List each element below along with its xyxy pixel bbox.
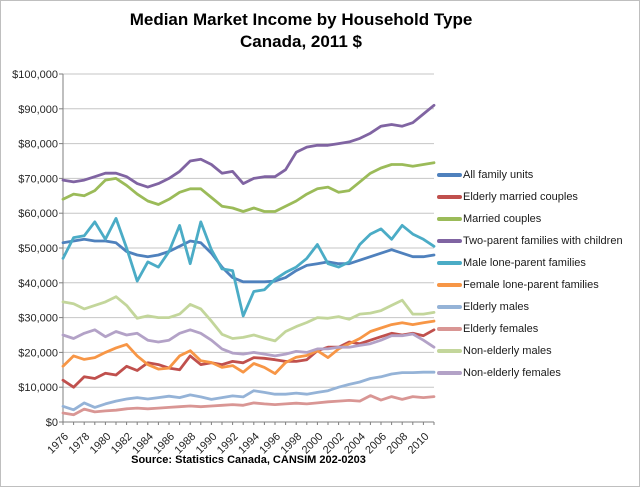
legend-swatch xyxy=(437,371,462,375)
legend-label: Elderly married couples xyxy=(463,191,578,203)
chart-title-line2: Canada, 2011 $ xyxy=(240,32,362,51)
x-axis-label: 2002 xyxy=(321,431,347,457)
x-axis-label: 1992 xyxy=(215,431,241,457)
chart-title: Median Market Income by Household Type C… xyxy=(1,9,601,53)
legend-swatch xyxy=(437,239,462,243)
legend-label: Non-elderly females xyxy=(463,367,561,379)
x-axis-label: 1980 xyxy=(88,431,114,457)
x-axis-label: 2008 xyxy=(385,431,411,457)
y-axis-label: $90,000 xyxy=(18,104,58,116)
legend-label: Male lone-parent families xyxy=(463,257,586,269)
legend-item: All family units xyxy=(437,164,637,186)
y-axis-label: $100,000 xyxy=(12,69,58,81)
legend-item: Non-elderly males xyxy=(437,340,637,362)
y-axis-label: $70,000 xyxy=(18,173,58,185)
legend-swatch xyxy=(437,349,462,353)
series-line xyxy=(61,237,436,284)
y-axis-label: $20,000 xyxy=(18,347,58,359)
legend-swatch xyxy=(437,305,462,309)
legend-item: Elderly males xyxy=(437,296,637,318)
y-axis-label: $40,000 xyxy=(18,278,58,290)
y-axis-label: $30,000 xyxy=(18,313,58,325)
series-line xyxy=(61,394,436,417)
x-axis-label: 2000 xyxy=(300,431,326,457)
chart-legend: All family units Elderly married couples M… xyxy=(437,164,637,384)
series-line xyxy=(61,295,436,343)
series-line xyxy=(61,216,436,318)
y-axis-label: $80,000 xyxy=(18,139,58,151)
legend-item: Married couples xyxy=(437,208,637,230)
legend-swatch xyxy=(437,327,462,331)
x-axis-label: 1994 xyxy=(236,431,262,457)
legend-item: Non-elderly females xyxy=(437,362,637,384)
x-axis-label: 2010 xyxy=(406,431,432,457)
series-line xyxy=(61,161,436,213)
legend-label: Married couples xyxy=(463,213,542,225)
legend-item: Two-parent families with children xyxy=(437,230,637,252)
legend-label: Elderly females xyxy=(463,323,539,335)
legend-label: Two-parent families with children xyxy=(463,235,623,247)
y-axis-label: $60,000 xyxy=(18,208,58,220)
x-axis-label: 1988 xyxy=(173,431,199,457)
x-axis-label: 1996 xyxy=(257,431,283,457)
legend-label: All family units xyxy=(463,169,534,181)
x-axis-label: 1982 xyxy=(109,431,135,457)
legend-label: Elderly males xyxy=(463,301,530,313)
x-axis-label: 2004 xyxy=(342,431,368,457)
source-note: Source: Statistics Canada, CANSIM 202-02… xyxy=(131,454,366,466)
x-axis-label: 1976 xyxy=(45,431,71,457)
legend-item: Female lone-parent families xyxy=(437,274,637,296)
legend-swatch xyxy=(437,217,462,221)
legend-item: Elderly females xyxy=(437,318,637,340)
y-axis-label: $10,000 xyxy=(18,382,58,394)
x-axis-label: 1984 xyxy=(130,431,156,457)
series-line xyxy=(61,328,436,389)
legend-item: Male lone-parent families xyxy=(437,252,637,274)
chart-title-line1: Median Market Income by Household Type xyxy=(129,10,473,29)
y-axis-label: $50,000 xyxy=(18,243,58,255)
series-line xyxy=(61,319,436,376)
legend-label: Female lone-parent families xyxy=(463,279,599,291)
x-axis-label: 1998 xyxy=(279,431,305,457)
series-line xyxy=(61,328,436,358)
legend-label: Non-elderly males xyxy=(463,345,552,357)
series-line xyxy=(61,370,436,412)
legend-swatch xyxy=(437,283,462,287)
series-line xyxy=(61,103,436,189)
legend-swatch xyxy=(437,195,462,199)
legend-item: Elderly married couples xyxy=(437,186,637,208)
y-axis-label: $0 xyxy=(46,417,58,429)
legend-swatch xyxy=(437,261,462,265)
x-axis-label: 1990 xyxy=(194,431,220,457)
x-axis-label: 1986 xyxy=(151,431,177,457)
x-axis-label: 1978 xyxy=(67,431,93,457)
legend-swatch xyxy=(437,173,462,177)
x-axis-label: 2006 xyxy=(363,431,389,457)
